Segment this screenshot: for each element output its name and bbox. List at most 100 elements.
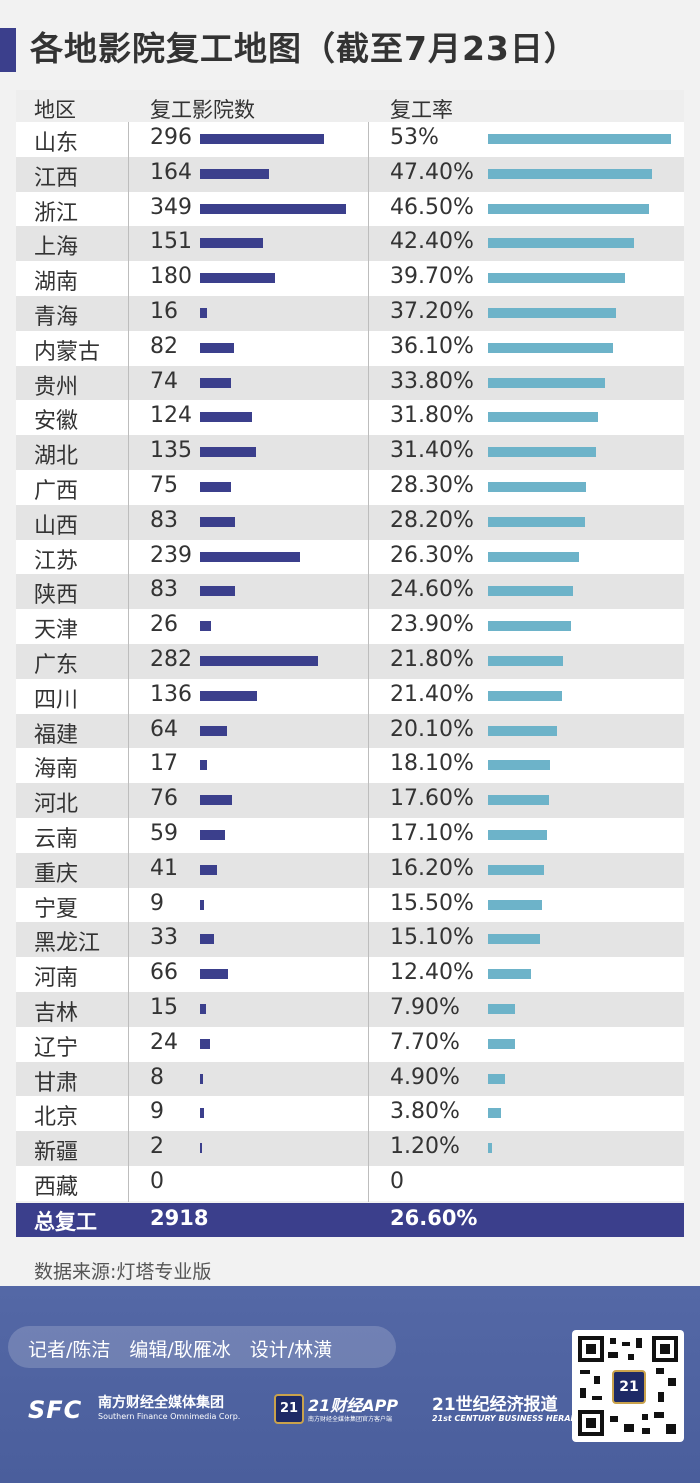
cinema-count: 33: [150, 925, 178, 951]
region-name: 北京: [34, 1105, 79, 1131]
region-name: 福建: [34, 722, 79, 748]
qr-code[interactable]: 21: [572, 1330, 684, 1442]
count-bar: [200, 342, 235, 353]
count-bar: [200, 655, 318, 666]
region-name: 青海: [34, 304, 79, 330]
reopen-rate: 15.50%: [390, 890, 474, 916]
herald-name: 21世纪经济报道: [432, 1395, 558, 1415]
table-row: 湖北 135 31.40%: [16, 435, 684, 470]
count-bar: [200, 551, 300, 562]
rate-bar: [488, 481, 586, 492]
rate-bar: [488, 1038, 515, 1049]
count-bar: [200, 969, 228, 980]
cinema-count: 2: [150, 1134, 164, 1160]
table-row: 云南 59 17.10%: [16, 817, 684, 853]
cinema-count: 17: [150, 751, 178, 777]
table-row: 湖南 180 39.70%: [16, 261, 684, 296]
region-name: 江苏: [34, 548, 79, 574]
rate-bar: [488, 969, 531, 980]
cinema-count: 9: [150, 1099, 164, 1125]
count-bar: [200, 481, 232, 492]
cinema-count: 136: [150, 681, 192, 707]
cinema-count: 82: [150, 333, 178, 359]
reopen-rate: 1.20%: [390, 1134, 460, 1160]
count-bar: [200, 1003, 207, 1014]
reopen-rate: 37.20%: [390, 298, 474, 324]
rate-bar: [488, 342, 613, 353]
cinema-count: 0: [150, 1168, 164, 1194]
region-name: 广东: [34, 652, 79, 678]
rate-bar: [488, 447, 597, 458]
column-divider: [368, 122, 369, 1202]
count-bar: [200, 1143, 202, 1154]
region-name: 河北: [34, 792, 79, 818]
region-name: 甘肃: [34, 1070, 79, 1096]
count-bar: [200, 934, 214, 945]
reopen-rate: 21.80%: [390, 646, 474, 672]
sfc-logo: SFC: [28, 1396, 83, 1424]
count-bar: [200, 829, 225, 840]
rate-bar: [488, 899, 542, 910]
rate-bar: [488, 1108, 502, 1119]
reopen-rate: 36.10%: [390, 333, 474, 359]
reopen-rate: 7.90%: [390, 994, 460, 1020]
count-bar: [200, 864, 218, 875]
region-name: 吉林: [34, 1000, 79, 1026]
table-row: 河南 66 12.40%: [16, 957, 684, 992]
app-name: 21财经APP: [308, 1396, 399, 1415]
total-rate: 26.60%: [390, 1206, 478, 1230]
count-bar: [200, 899, 204, 910]
rate-bar: [488, 516, 586, 527]
reopen-rate: 33.80%: [390, 368, 474, 394]
cinema-count: 296: [150, 125, 192, 150]
cinema-count: 349: [150, 194, 192, 220]
count-bar: [200, 1038, 211, 1049]
table-row: 贵州 74 33.80%: [16, 365, 684, 401]
rate-bar: [488, 829, 548, 840]
cinema-count: 124: [150, 403, 192, 429]
title-accent: [0, 28, 16, 72]
count-bar: [200, 690, 257, 701]
cinema-count: 16: [150, 298, 178, 324]
cinema-count: 9: [150, 890, 164, 916]
cinema-count: 66: [150, 960, 178, 986]
cinema-count: 26: [150, 612, 178, 638]
table-row: 宁夏 9 15.50%: [16, 887, 684, 923]
reopen-rate: 39.70%: [390, 264, 474, 290]
reopen-rate: 53%: [390, 125, 439, 150]
total-row: 总复工 2918 26.60%: [16, 1203, 684, 1237]
table-row: 山西 83 28.20%: [16, 504, 684, 540]
rate-bar: [488, 760, 551, 771]
logo-strip: SFC 南方财经全媒体集团 Southern Finance Omnimedia…: [0, 1382, 582, 1434]
region-name: 辽宁: [34, 1035, 79, 1061]
data-source: 数据来源:灯塔专业版: [34, 1261, 212, 1283]
reopen-rate: 46.50%: [390, 194, 474, 220]
credits-box: 记者/陈洁 编辑/耿雁冰 设计/林潢: [8, 1326, 396, 1368]
region-name: 贵州: [34, 374, 79, 400]
reopen-rate: 31.40%: [390, 438, 474, 464]
cinema-count: 64: [150, 716, 178, 742]
count-bar: [200, 307, 207, 318]
rate-bar: [488, 273, 626, 284]
rate-bar: [488, 655, 564, 666]
reopen-rate: 31.80%: [390, 403, 474, 429]
table-body: 山东 296 53% 江西 164 47.40% 浙江 349 46.50% 上海 151 42.40…: [16, 122, 684, 1201]
count-bar: [200, 447, 257, 458]
count-bar: [200, 273, 276, 284]
count-bar: [200, 1073, 204, 1084]
column-divider: [128, 122, 129, 1202]
region-name: 四川: [34, 687, 79, 713]
reopen-rate: 47.40%: [390, 159, 474, 185]
rate-bar: [488, 168, 652, 179]
cinema-count: 151: [150, 229, 192, 255]
cinema-count: 74: [150, 368, 178, 394]
table-row: 新疆 2 1.20%: [16, 1131, 684, 1166]
table-row: 安徽 124 31.80%: [16, 400, 684, 436]
region-name: 西藏: [34, 1174, 79, 1200]
table-row: 浙江 349 46.50%: [16, 191, 684, 227]
rate-bar: [488, 134, 671, 144]
cinema-count: 76: [150, 786, 178, 812]
rate-bar: [488, 1003, 516, 1014]
rate-bar: [488, 586, 573, 597]
rate-bar: [488, 690, 562, 701]
